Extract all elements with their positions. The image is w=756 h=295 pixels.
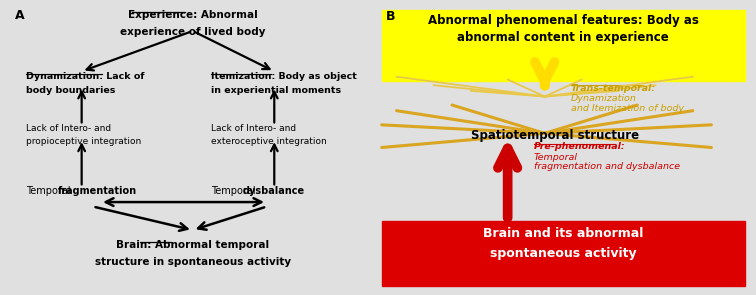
Text: fragmentation and dysbalance: fragmentation and dysbalance xyxy=(534,162,680,171)
Text: B: B xyxy=(386,10,395,23)
Text: Dynamization: Lack of: Dynamization: Lack of xyxy=(26,72,144,81)
Text: Lack of Intero- and: Lack of Intero- and xyxy=(212,124,296,133)
Text: Brain: Abnormal temporal: Brain: Abnormal temporal xyxy=(116,240,269,250)
Text: Brain and its abnormal: Brain and its abnormal xyxy=(483,227,643,240)
Text: structure in spontaneous activity: structure in spontaneous activity xyxy=(94,257,291,267)
Text: Pre-phenomenal:: Pre-phenomenal: xyxy=(534,142,625,151)
Text: Dynamization: Dynamization xyxy=(571,94,637,103)
Text: A: A xyxy=(15,9,25,22)
Text: Temporal: Temporal xyxy=(534,153,578,162)
FancyBboxPatch shape xyxy=(382,10,745,81)
Text: exteroceptive integration: exteroceptive integration xyxy=(212,137,327,146)
Text: Trans-temporal:: Trans-temporal: xyxy=(571,84,655,93)
Text: in experiential moments: in experiential moments xyxy=(212,86,342,96)
Text: Abnormal phenomenal features: Body as: Abnormal phenomenal features: Body as xyxy=(428,14,699,27)
Text: body boundaries: body boundaries xyxy=(26,86,116,96)
Text: dysbalance: dysbalance xyxy=(243,186,305,196)
Text: experience of lived body: experience of lived body xyxy=(120,27,265,37)
Text: Temporal: Temporal xyxy=(26,186,74,196)
Text: abnormal content in experience: abnormal content in experience xyxy=(457,31,669,44)
Text: Temporal: Temporal xyxy=(212,186,259,196)
Text: spontaneous activity: spontaneous activity xyxy=(490,247,637,260)
Text: Lack of Intero- and: Lack of Intero- and xyxy=(26,124,111,133)
FancyBboxPatch shape xyxy=(382,221,745,286)
Text: Itemization: Body as object: Itemization: Body as object xyxy=(212,72,357,81)
Text: and Itemization of body: and Itemization of body xyxy=(571,104,683,113)
Text: propioceptive integration: propioceptive integration xyxy=(26,137,141,146)
Text: fragmentation: fragmentation xyxy=(57,186,137,196)
Text: Experience: Abnormal: Experience: Abnormal xyxy=(128,10,258,20)
Text: Spatiotemporal structure: Spatiotemporal structure xyxy=(470,129,639,142)
